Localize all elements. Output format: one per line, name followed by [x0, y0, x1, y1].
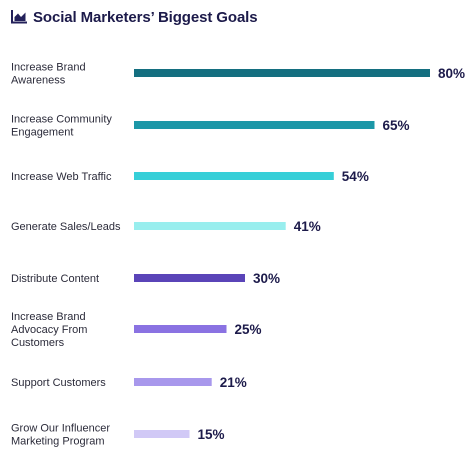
bar [134, 69, 430, 77]
category-label: Grow Our Influencer Marketing Program [11, 422, 110, 447]
value-label: 25% [235, 322, 262, 337]
bar [134, 274, 245, 282]
category-label: Increase Web Traffic [11, 171, 112, 183]
value-label: 54% [342, 169, 369, 184]
chart-title: Social Marketers’ Biggest Goals [33, 8, 258, 26]
category-label: Distribute Content [11, 273, 99, 285]
category-label: Generate Sales/Leads [11, 221, 121, 233]
value-label: 30% [253, 271, 280, 286]
bar-chart-icon [11, 10, 27, 24]
category-label: Increase Brand Awareness [11, 61, 86, 86]
bar [134, 430, 190, 438]
bar [134, 121, 375, 129]
category-label: Increase Community Engagement [11, 113, 112, 138]
category-label: Increase Brand Advocacy From Customers [11, 311, 87, 349]
bar [134, 222, 286, 230]
chart-header: Social Marketers’ Biggest Goals [11, 6, 258, 28]
value-label: 15% [198, 427, 225, 442]
category-label: Support Customers [11, 377, 106, 389]
value-label: 65% [383, 118, 410, 133]
value-label: 80% [438, 66, 465, 81]
value-label: 21% [220, 375, 247, 390]
value-label: 41% [294, 219, 321, 234]
bar [134, 378, 212, 386]
bar [134, 325, 227, 333]
bar [134, 172, 334, 180]
